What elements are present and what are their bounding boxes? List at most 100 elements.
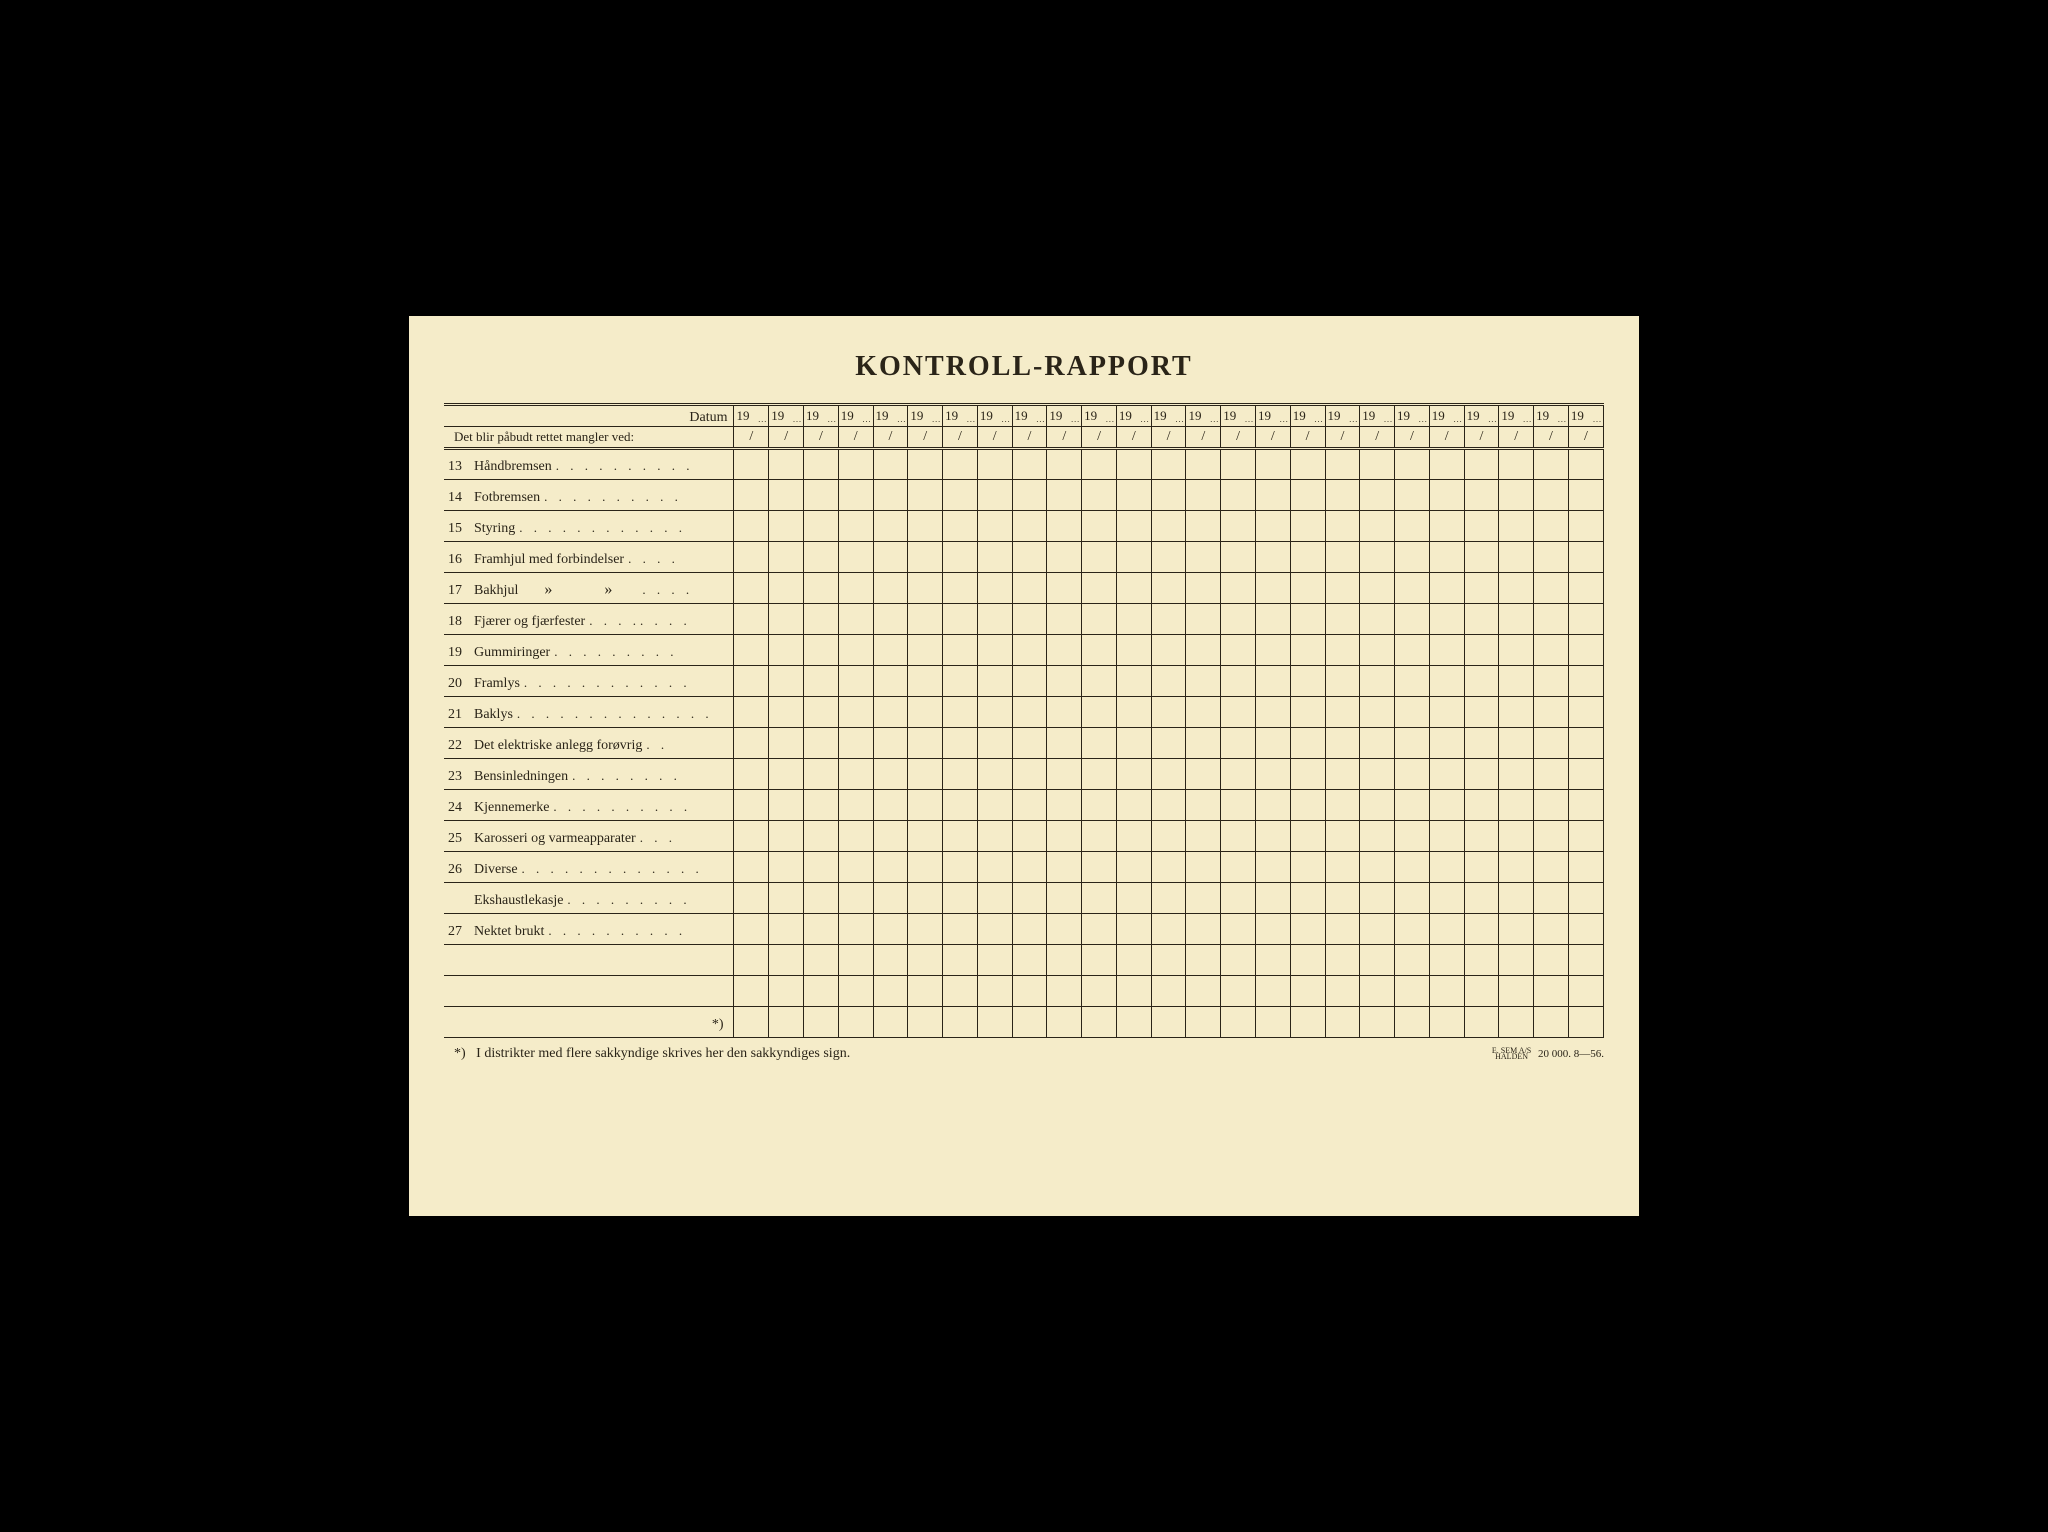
grid-cell (1221, 945, 1256, 976)
grid-cell (908, 449, 943, 480)
item-label: 27Nektet brukt . . . . . . . . . . (444, 914, 734, 945)
grid-cell (1429, 697, 1464, 728)
grid-cell (1325, 728, 1360, 759)
grid-cell (1464, 697, 1499, 728)
grid-cell (1151, 790, 1186, 821)
item-text: Karosseri og varmeapparater (474, 831, 636, 847)
slash-cell: / (769, 427, 804, 449)
grid-cell (1221, 852, 1256, 883)
leader-dots: . . . . . . . . . (567, 892, 690, 907)
grid-cell (1325, 635, 1360, 666)
grid-cell (1047, 604, 1082, 635)
grid-cell (1395, 635, 1430, 666)
grid-cell (1012, 480, 1047, 511)
grid-cell (1429, 604, 1464, 635)
grid-cell (1255, 821, 1290, 852)
grid-cell (838, 511, 873, 542)
item-text: Framhjul med forbindelser (474, 552, 624, 568)
grid-cell (977, 697, 1012, 728)
grid-cell (734, 883, 769, 914)
year-prefix: 19 (841, 408, 854, 423)
grid-cell (1360, 697, 1395, 728)
grid-cell (1186, 666, 1221, 697)
grid-cell (1116, 976, 1151, 1007)
grid-cell (1360, 1007, 1395, 1038)
grid-cell (1151, 604, 1186, 635)
item-text: Bensinledningen (474, 769, 568, 785)
grid-cell (1290, 573, 1325, 604)
year-prefix: 19 (1119, 408, 1132, 423)
year-prefix: 19 (1397, 408, 1410, 423)
grid-cell (769, 728, 804, 759)
grid-cell (1499, 821, 1534, 852)
grid-cell (943, 1007, 978, 1038)
grid-cell (1534, 635, 1569, 666)
grid-cell (769, 914, 804, 945)
grid-cell (943, 604, 978, 635)
item-text: Ekshaustlekasje (474, 893, 563, 909)
grid-cell (1464, 635, 1499, 666)
grid-cell (1568, 697, 1603, 728)
grid-cell (1429, 945, 1464, 976)
year-prefix: 19 (1467, 408, 1480, 423)
grid-cell (1186, 821, 1221, 852)
year-dots: ... (1036, 415, 1045, 424)
grid-cell (1255, 759, 1290, 790)
grid-cell (1151, 542, 1186, 573)
year-cell: 19... (1360, 405, 1395, 427)
grid-cell (873, 821, 908, 852)
grid-cell (1499, 542, 1534, 573)
grid-cell (1464, 449, 1499, 480)
grid-cell (769, 852, 804, 883)
slash-cell: / (1290, 427, 1325, 449)
grid-cell (734, 914, 769, 945)
grid-cell (1429, 635, 1464, 666)
grid-cell (1534, 852, 1569, 883)
grid-cell (1221, 790, 1256, 821)
leader-dots: . . . . . . . . . (554, 644, 677, 659)
grid-cell (838, 976, 873, 1007)
grid-cell (1255, 511, 1290, 542)
grid-cell (1360, 852, 1395, 883)
item-number: 18 (446, 614, 474, 630)
grid-cell (1047, 852, 1082, 883)
grid-cell (1047, 914, 1082, 945)
grid-cell (804, 666, 839, 697)
item-text: Diverse (474, 862, 518, 878)
year-cell: 19... (1151, 405, 1186, 427)
grid-cell (1221, 511, 1256, 542)
grid-cell (1534, 449, 1569, 480)
grid-cell (908, 542, 943, 573)
grid-cell (734, 697, 769, 728)
grid-cell (908, 666, 943, 697)
item-number: 17 (446, 583, 474, 599)
grid-cell (1186, 449, 1221, 480)
grid-cell (1395, 697, 1430, 728)
grid-cell (1255, 914, 1290, 945)
leader-dots: . . . .. . . . (589, 613, 691, 628)
footnote: *) I distrikter med flere sakkyndige skr… (444, 1038, 1604, 1062)
table-row: 19Gummiringer . . . . . . . . . (444, 635, 1604, 666)
grid-cell (1221, 914, 1256, 945)
grid-cell (1464, 945, 1499, 976)
grid-cell (873, 542, 908, 573)
grid-cell (1360, 666, 1395, 697)
grid-cell (1325, 666, 1360, 697)
grid-cell (1360, 542, 1395, 573)
grid-cell (1047, 790, 1082, 821)
grid-cell (1395, 852, 1430, 883)
item-label: 26Diverse . . . . . . . . . . . . . (444, 852, 734, 883)
grid-cell (1290, 480, 1325, 511)
item-text: Baklys (474, 707, 513, 723)
grid-cell (873, 1007, 908, 1038)
grid-cell (1464, 790, 1499, 821)
year-cell: 19... (1499, 405, 1534, 427)
year-prefix: 19 (1188, 408, 1201, 423)
grid-cell (1047, 666, 1082, 697)
grid-cell (1429, 914, 1464, 945)
grid-cell (1499, 945, 1534, 976)
footnote-marker: *) (454, 1046, 466, 1061)
grid-cell (838, 635, 873, 666)
grid-cell (943, 666, 978, 697)
grid-cell (1255, 790, 1290, 821)
